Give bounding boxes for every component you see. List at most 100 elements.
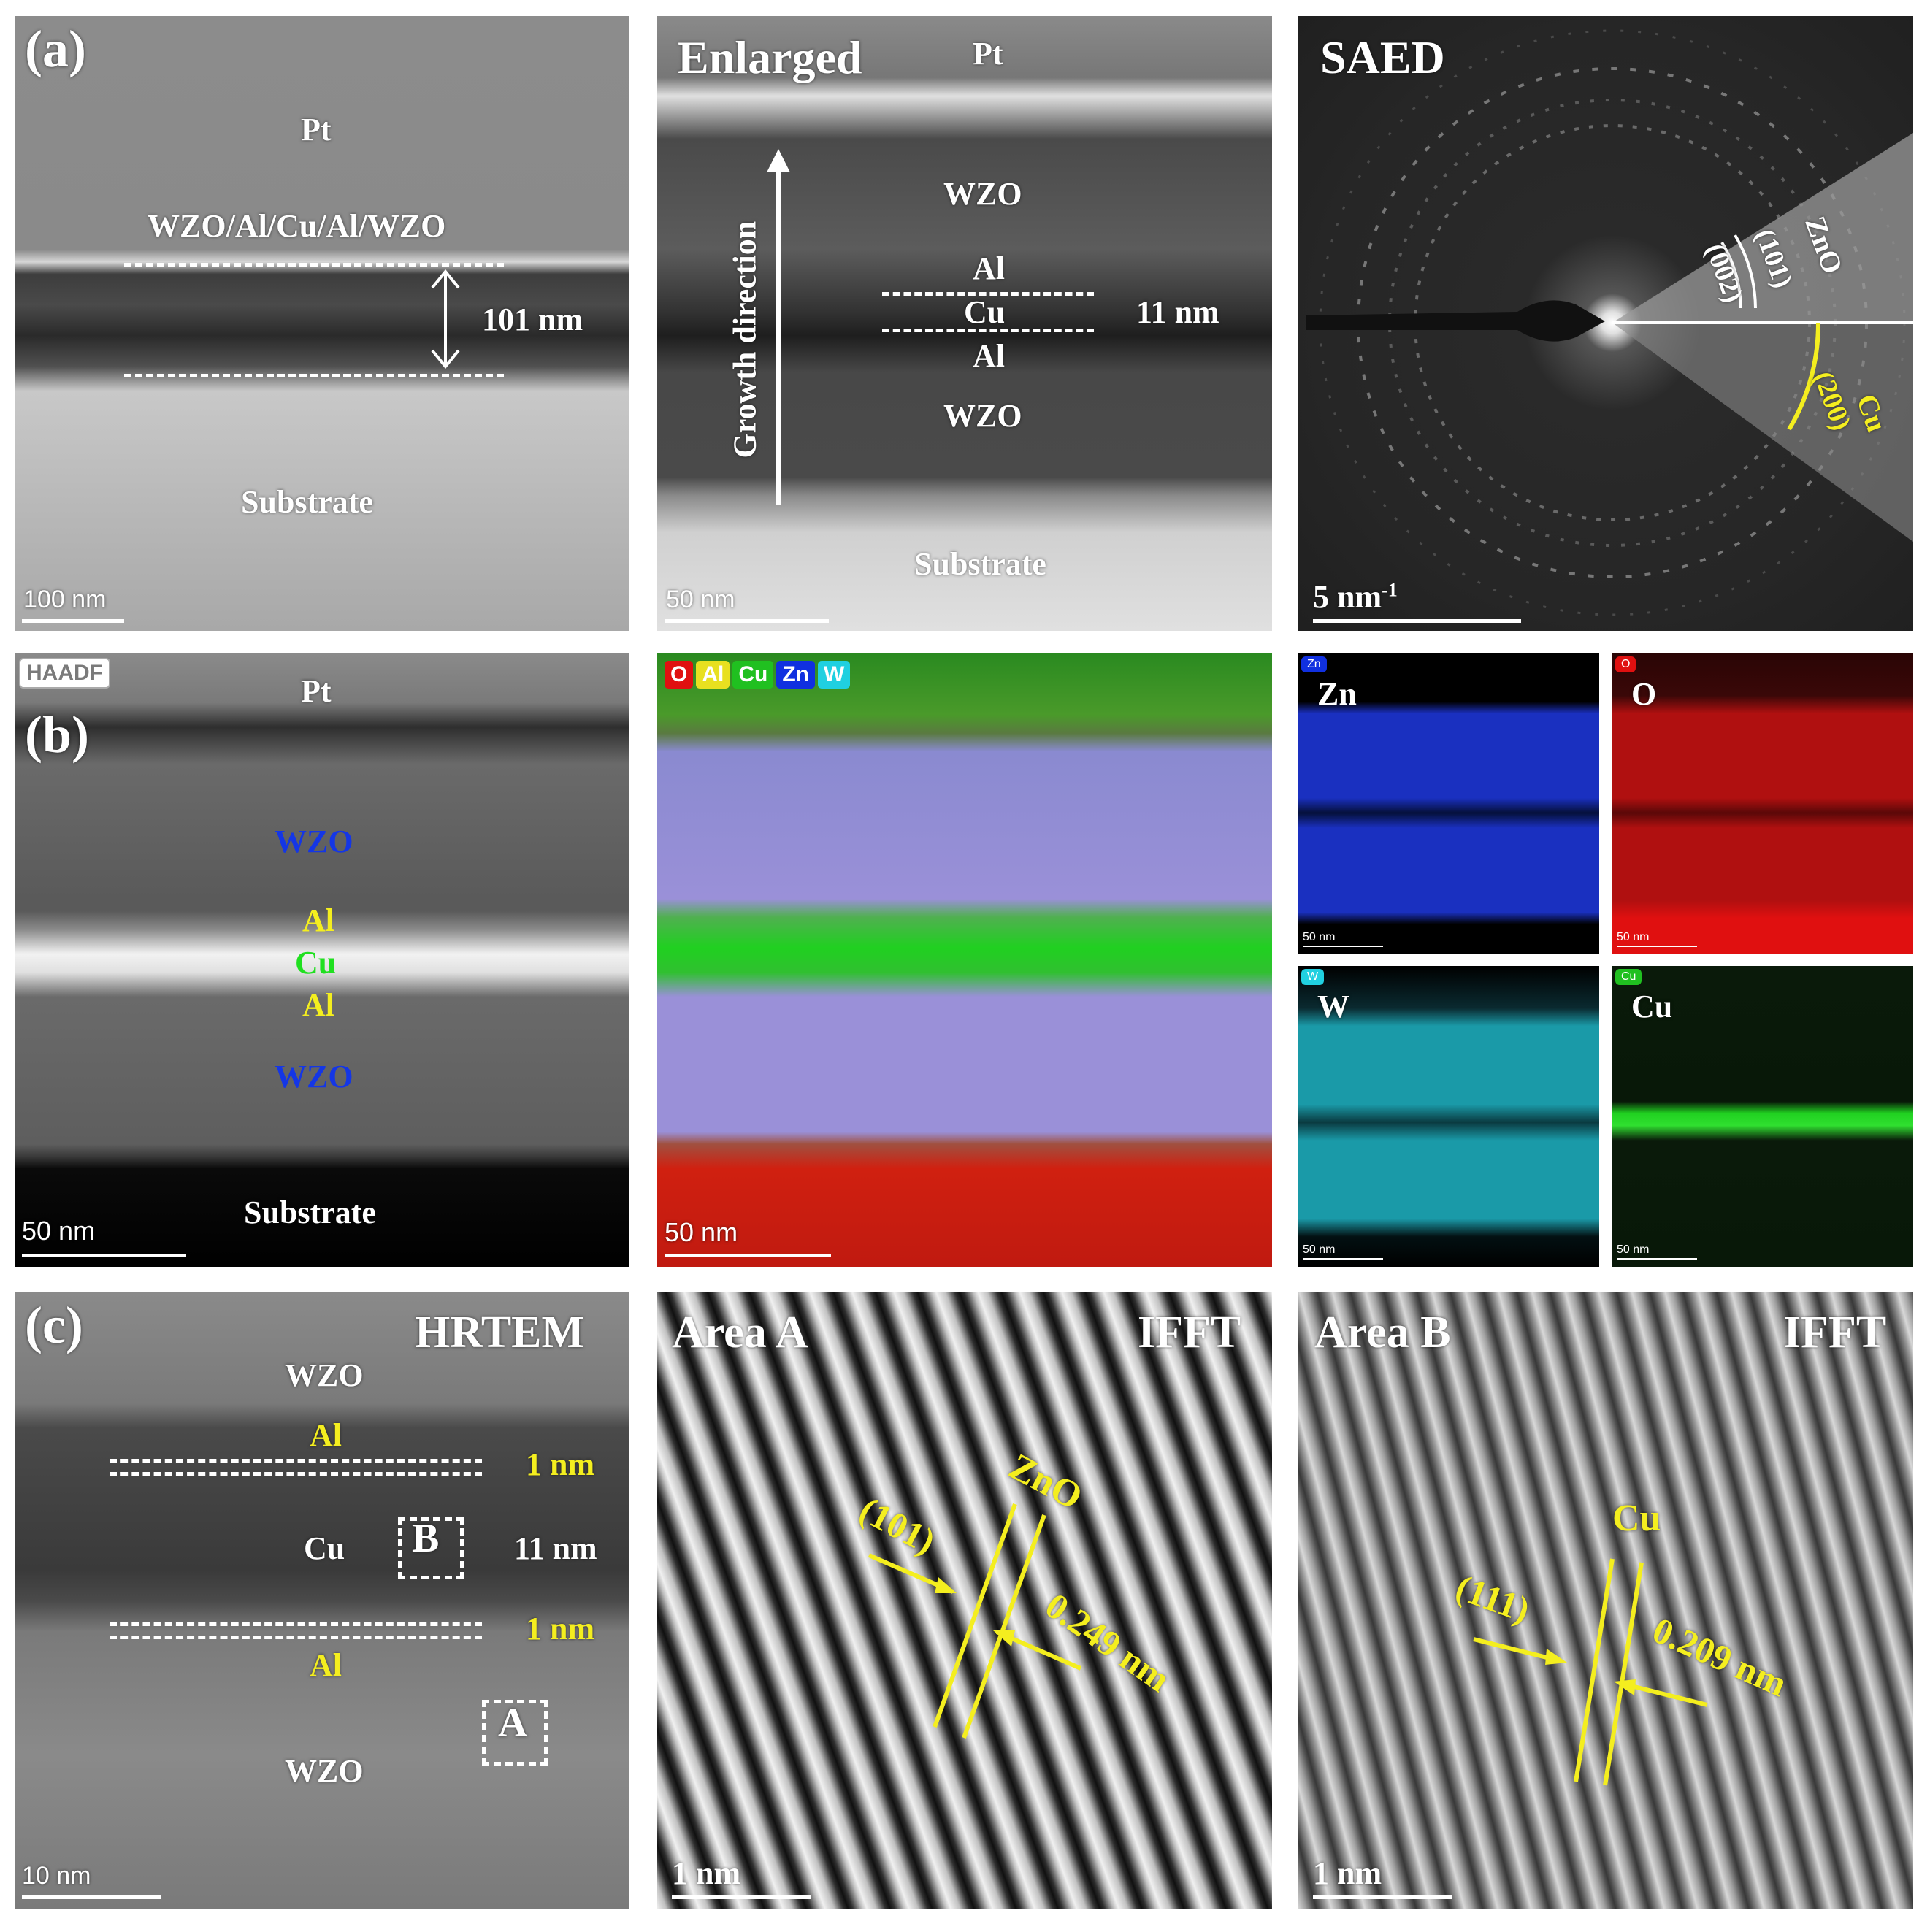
cu-label: Cu xyxy=(295,945,337,981)
stack-label: WZO/Al/Cu/Al/WZO xyxy=(148,208,446,244)
o-scale-bar xyxy=(1617,946,1697,947)
map-zn: Zn Zn 50 nm xyxy=(1298,653,1599,954)
pt-label: Pt xyxy=(301,673,332,709)
gap-top-label: 1 nm xyxy=(526,1446,595,1482)
cu-top-dashed-line xyxy=(882,292,1094,296)
scale-bar xyxy=(22,619,124,623)
mode-label: IFFT xyxy=(1783,1308,1887,1357)
zn-tag: Zn xyxy=(1301,656,1327,672)
scale-label: 50 nm xyxy=(665,1217,738,1247)
diffraction-pattern xyxy=(1306,29,1913,616)
bottom-dashed-line-2 xyxy=(110,1636,482,1639)
cu-thickness-label: 11 nm xyxy=(1136,294,1219,330)
wzo-bottom-label: WZO xyxy=(285,1753,364,1789)
wzo-top-label: WZO xyxy=(943,176,1022,212)
w-label: W xyxy=(1317,989,1349,1024)
panel-title: Area B xyxy=(1314,1308,1451,1357)
area-b-box[interactable] xyxy=(398,1517,464,1579)
map-o: O O 50 nm xyxy=(1612,653,1913,954)
al-bottom-label: Al xyxy=(310,1647,342,1683)
al-top-label: Al xyxy=(302,902,334,938)
scale-bar xyxy=(22,1895,161,1899)
pt-label: Pt xyxy=(301,112,332,147)
panel-title: HRTEM xyxy=(415,1308,585,1357)
panel-label: (a) xyxy=(25,20,86,78)
scale-bar xyxy=(1313,1895,1452,1899)
substrate-label: Substrate xyxy=(244,1195,376,1230)
panel-eds-overlay: O Al Cu Zn W 50 nm xyxy=(657,653,1272,1267)
panel-b-haadf: HAADF (b) Pt WZO Al Cu Al WZO Substrate … xyxy=(15,653,629,1267)
thickness-label: 101 nm xyxy=(482,302,583,337)
cu-scale-bar xyxy=(1617,1258,1697,1260)
cu-label: Cu xyxy=(964,294,1006,330)
scale-bar xyxy=(665,1254,831,1257)
haadf-tag: HAADF xyxy=(19,658,110,689)
elemental-maps-grid: Zn Zn 50 nm O O 50 nm W W 50 nm Cu Cu 50… xyxy=(1298,653,1913,1267)
o-scale-label: 50 nm xyxy=(1617,931,1650,943)
panel-a-cross-section: (a) Pt WZO/Al/Cu/Al/WZO 101 nm Substrate… xyxy=(15,16,629,631)
scale-bar xyxy=(672,1895,811,1899)
growth-arrow xyxy=(767,149,790,505)
area-b-label: B xyxy=(412,1516,440,1561)
mode-label: IFFT xyxy=(1138,1308,1241,1357)
w-scale-bar xyxy=(1303,1258,1383,1260)
panel-area-a-ifft: Area A IFFT ZnO (101) 0.249 nm 1 nm xyxy=(657,1292,1272,1909)
cu-tag: Cu xyxy=(1615,969,1642,985)
cu-label: Cu xyxy=(304,1530,345,1566)
panel-title: Enlarged xyxy=(678,31,862,83)
area-a-box[interactable] xyxy=(482,1700,548,1766)
wzo-top-label: WZO xyxy=(275,824,353,859)
top-dashed-line-2 xyxy=(110,1472,482,1476)
panel-title: SAED xyxy=(1320,31,1445,83)
al-top-label: Al xyxy=(973,250,1005,286)
substrate-label: Substrate xyxy=(241,484,373,520)
cu-thickness-label: 11 nm xyxy=(514,1530,597,1566)
gap-bottom-label: 1 nm xyxy=(526,1611,595,1647)
cu-scale-label: 50 nm xyxy=(1617,1243,1650,1256)
panel-enlarged: Enlarged Pt WZO Al Cu 11 nm Al WZO Growt… xyxy=(657,16,1272,631)
panel-label: (b) xyxy=(25,705,89,764)
scale-label: 1 nm xyxy=(672,1855,741,1891)
top-dashed-line-1 xyxy=(110,1459,482,1463)
legend-cu: Cu xyxy=(732,661,774,689)
pt-label: Pt xyxy=(973,36,1003,72)
scale-label: 1 nm xyxy=(1313,1855,1382,1891)
zn-scale-bar xyxy=(1303,946,1383,947)
scale-label: 5 nm-1 xyxy=(1313,578,1398,616)
scale-bar xyxy=(1313,619,1521,623)
scale-bar xyxy=(22,1254,186,1257)
scale-label: 50 nm xyxy=(22,1216,96,1246)
o-label: O xyxy=(1631,676,1657,712)
element-legend: O Al Cu Zn W xyxy=(665,661,851,689)
area-a-label: A xyxy=(498,1701,528,1746)
substrate-label: Substrate xyxy=(914,546,1046,582)
lattice-annotation xyxy=(1473,1558,1708,1786)
w-tag: W xyxy=(1301,969,1325,985)
bottom-dashed-line xyxy=(124,374,504,377)
panel-saed: SAED ZnO (101) (002) Cu (200) 5 nm-1 xyxy=(1298,16,1913,631)
wzo-bottom-label: WZO xyxy=(275,1059,353,1095)
al-bottom-label: Al xyxy=(973,338,1005,374)
legend-al: Al xyxy=(696,661,730,689)
al-top-label: Al xyxy=(310,1417,342,1453)
panel-label: (c) xyxy=(25,1296,83,1354)
panel-area-b-ifft: Area B IFFT Cu (111) 0.209 nm 1 nm xyxy=(1298,1292,1913,1909)
panel-title: Area A xyxy=(672,1308,808,1357)
zn-label: Zn xyxy=(1317,676,1357,712)
thickness-arrow xyxy=(431,269,460,369)
wzo-top-label: WZO xyxy=(285,1357,364,1393)
growth-direction-label: Growth direction xyxy=(727,221,763,459)
al-bottom-label: Al xyxy=(302,987,334,1023)
top-dashed-line xyxy=(124,263,504,267)
scale-label: 10 nm xyxy=(22,1862,91,1890)
panel-c-hrtem: (c) HRTEM WZO Al 1 nm Cu B 11 nm 1 nm Al… xyxy=(15,1292,629,1909)
scale-label: 50 nm xyxy=(666,586,735,613)
w-scale-label: 50 nm xyxy=(1303,1243,1336,1256)
scale-exponent: -1 xyxy=(1382,579,1398,601)
wzo-bottom-label: WZO xyxy=(943,398,1022,434)
scale-label: 100 nm xyxy=(23,586,107,613)
legend-o: O xyxy=(665,661,694,689)
cu-bottom-dashed-line xyxy=(882,329,1094,332)
lattice-annotation xyxy=(868,1503,1082,1739)
scale-value: 5 nm xyxy=(1313,579,1382,615)
